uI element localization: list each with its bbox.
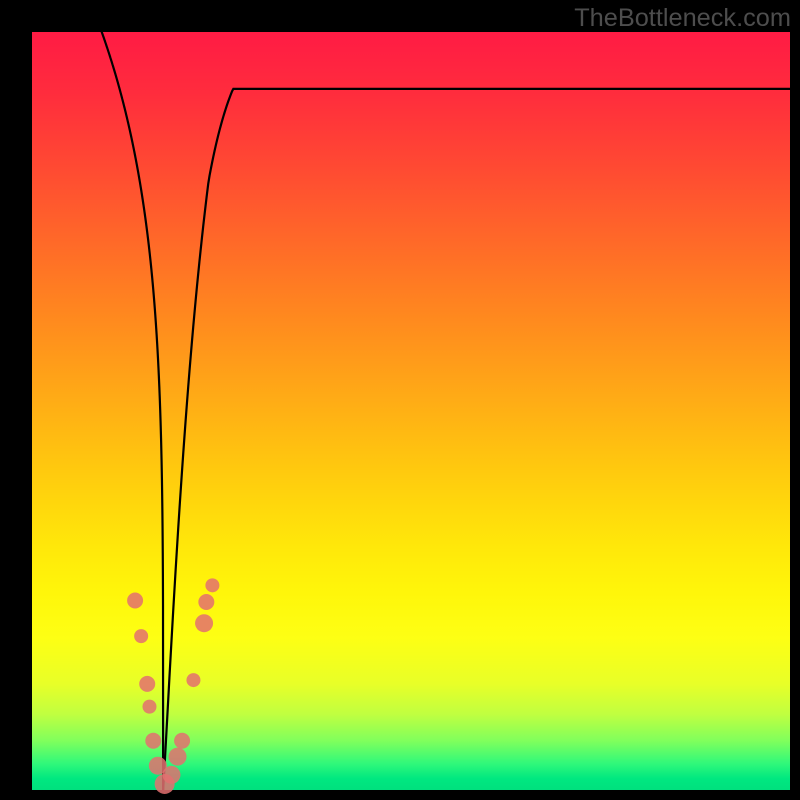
data-marker <box>205 578 219 592</box>
data-marker <box>174 733 190 749</box>
data-marker <box>145 733 161 749</box>
data-markers <box>32 32 790 790</box>
data-marker <box>139 676 155 692</box>
watermark-text: TheBottleneck.com <box>574 4 791 33</box>
plot-area <box>32 32 790 790</box>
data-marker <box>198 594 214 610</box>
data-marker <box>142 700 156 714</box>
data-marker <box>195 614 213 632</box>
data-marker <box>186 673 200 687</box>
data-marker <box>169 748 187 766</box>
chart-stage: TheBottleneck.com <box>0 0 800 800</box>
data-marker <box>162 766 180 784</box>
data-marker <box>134 629 148 643</box>
data-marker <box>127 593 143 609</box>
